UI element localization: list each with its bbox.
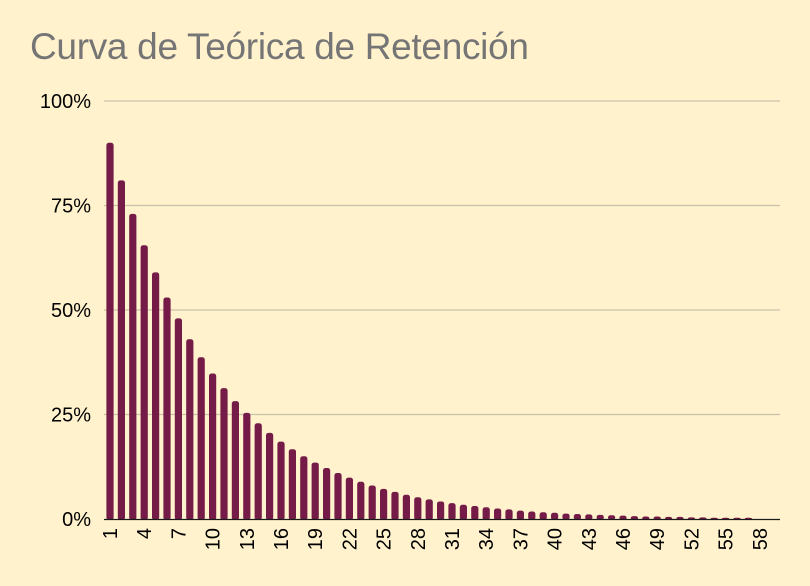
y-tick-label: 75% <box>51 196 91 218</box>
bar <box>402 494 410 520</box>
x-tick-label: 4 <box>134 528 156 539</box>
bar <box>505 509 513 520</box>
x-tick-label: 28 <box>408 528 430 550</box>
bar <box>186 339 194 520</box>
bar <box>357 481 365 520</box>
bar <box>220 388 228 520</box>
bars <box>106 142 752 521</box>
y-tick-label: 0% <box>62 509 91 531</box>
bar <box>448 503 456 520</box>
bar <box>174 318 182 520</box>
x-axis-labels: 1 4 7 10 13 16 19 22 25 28 31 34 37 40 43 46 49 52 55 58 <box>100 528 772 550</box>
bar <box>209 373 217 520</box>
grid-lines <box>104 100 780 416</box>
bar <box>266 432 274 520</box>
bar <box>117 180 125 521</box>
x-tick-label: 19 <box>305 528 327 550</box>
x-tick-label: 52 <box>681 528 703 550</box>
x-tick-label: 16 <box>271 528 293 550</box>
bar <box>288 449 296 520</box>
x-tick-label: 1 <box>100 528 122 539</box>
x-tick-label: 43 <box>579 528 601 550</box>
bar <box>562 513 570 520</box>
bar <box>414 497 422 520</box>
bar <box>380 488 388 520</box>
bar <box>106 142 114 521</box>
y-axis-labels: 0% 25% 50% 75% 100% <box>40 91 91 531</box>
bar <box>482 507 490 520</box>
bar <box>300 456 308 520</box>
bar <box>243 412 251 520</box>
bar <box>459 504 467 520</box>
bar <box>197 357 205 520</box>
bar <box>231 401 239 520</box>
bar <box>471 506 479 520</box>
x-tick-label: 46 <box>613 528 635 550</box>
bar <box>277 441 285 520</box>
x-tick-label: 13 <box>237 528 259 550</box>
y-tick-label: 100% <box>40 91 91 113</box>
bar <box>391 491 399 520</box>
x-tick-label: 25 <box>374 528 396 550</box>
bar <box>516 510 524 520</box>
bar <box>573 513 581 520</box>
bar <box>152 272 160 520</box>
x-tick-label: 55 <box>716 528 738 550</box>
bar <box>596 514 604 520</box>
bar <box>585 514 593 520</box>
bar <box>334 473 342 520</box>
x-tick-label: 49 <box>647 528 669 550</box>
x-tick-label: 37 <box>510 528 532 550</box>
bar <box>140 245 148 520</box>
bar <box>425 499 433 520</box>
x-tick-label: 40 <box>545 528 567 550</box>
bar <box>528 511 536 520</box>
y-tick-label: 25% <box>51 405 91 427</box>
bar <box>494 508 502 520</box>
y-tick-label: 50% <box>51 300 91 322</box>
bar <box>345 477 353 520</box>
bar <box>539 512 547 520</box>
x-tick-label: 10 <box>203 528 225 550</box>
x-tick-label: 22 <box>339 528 361 550</box>
bar <box>311 462 319 520</box>
bar <box>129 213 137 521</box>
x-tick-label: 58 <box>750 528 772 550</box>
bar <box>163 297 171 520</box>
x-tick-label: 34 <box>476 528 498 550</box>
bar <box>368 485 376 520</box>
bar <box>608 515 616 520</box>
x-tick-label: 31 <box>442 528 464 550</box>
bar <box>254 423 262 520</box>
x-tick-label: 7 <box>168 528 190 539</box>
bar <box>437 501 445 520</box>
bar <box>551 512 559 520</box>
chart-title: Curva de Teórica de Retención <box>30 26 529 67</box>
bar <box>323 468 331 520</box>
